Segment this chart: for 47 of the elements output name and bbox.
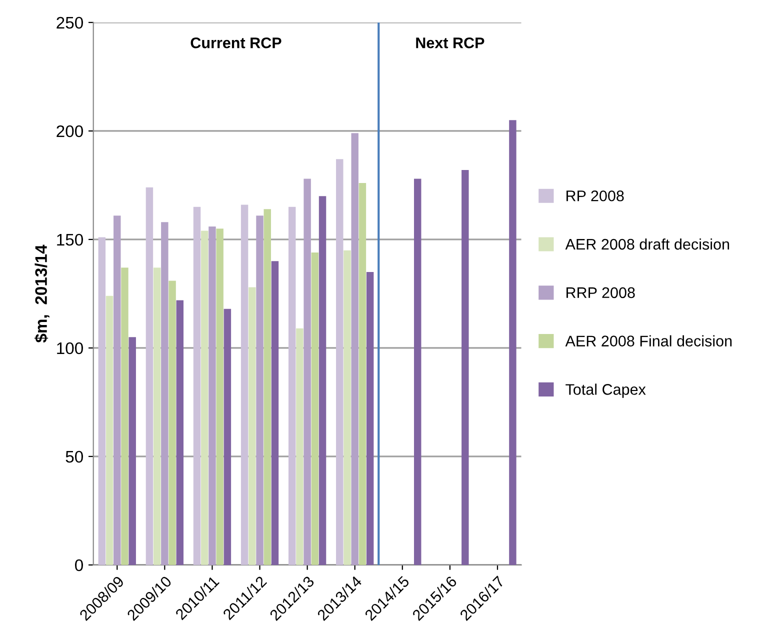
bar [264, 209, 271, 565]
y-tick-label: 200 [56, 125, 83, 138]
bar [208, 226, 216, 565]
y-tick-label: 150 [57, 234, 83, 246]
bar [193, 206, 201, 565]
annotation: Current RCP [190, 37, 282, 48]
bar [351, 133, 358, 565]
legend-label: Total Capex [566, 384, 646, 398]
bar [168, 280, 176, 565]
bar [271, 261, 279, 565]
bar [336, 159, 344, 565]
bar [106, 296, 114, 565]
bar [121, 268, 128, 565]
bar [414, 178, 422, 565]
legend-label: RP 2008 [566, 190, 624, 202]
bar [304, 178, 311, 565]
legend-label: RRP 2008 [566, 287, 635, 298]
bar [240, 204, 248, 565]
annotation: Next RCP [416, 37, 484, 48]
bar [288, 206, 296, 565]
bar [224, 308, 232, 565]
bar [311, 252, 319, 565]
y-tick-label: 0 [75, 559, 83, 572]
bar [201, 230, 208, 565]
bar [248, 287, 256, 565]
bar [366, 272, 374, 565]
y-axis-title: $m, 2013/14 [34, 244, 50, 343]
bar [114, 216, 121, 565]
y-tick-label: 250 [56, 16, 83, 29]
y-tick-label: 50 [66, 450, 83, 463]
bar [256, 216, 264, 565]
bar [98, 237, 106, 565]
bar [358, 183, 366, 565]
bar [216, 228, 224, 565]
bar [318, 196, 326, 565]
legend-label: AER 2008 draft decision [565, 238, 730, 250]
bar [176, 300, 184, 565]
legend-label: AER 2008 Final decision [565, 335, 732, 346]
bar [128, 337, 136, 565]
y-tick-label: 100 [57, 342, 83, 354]
bar [462, 170, 469, 565]
bar [344, 250, 351, 565]
bar [146, 187, 154, 565]
bar [153, 268, 161, 565]
bar [296, 328, 304, 565]
bar [161, 222, 168, 565]
bar [509, 120, 516, 565]
